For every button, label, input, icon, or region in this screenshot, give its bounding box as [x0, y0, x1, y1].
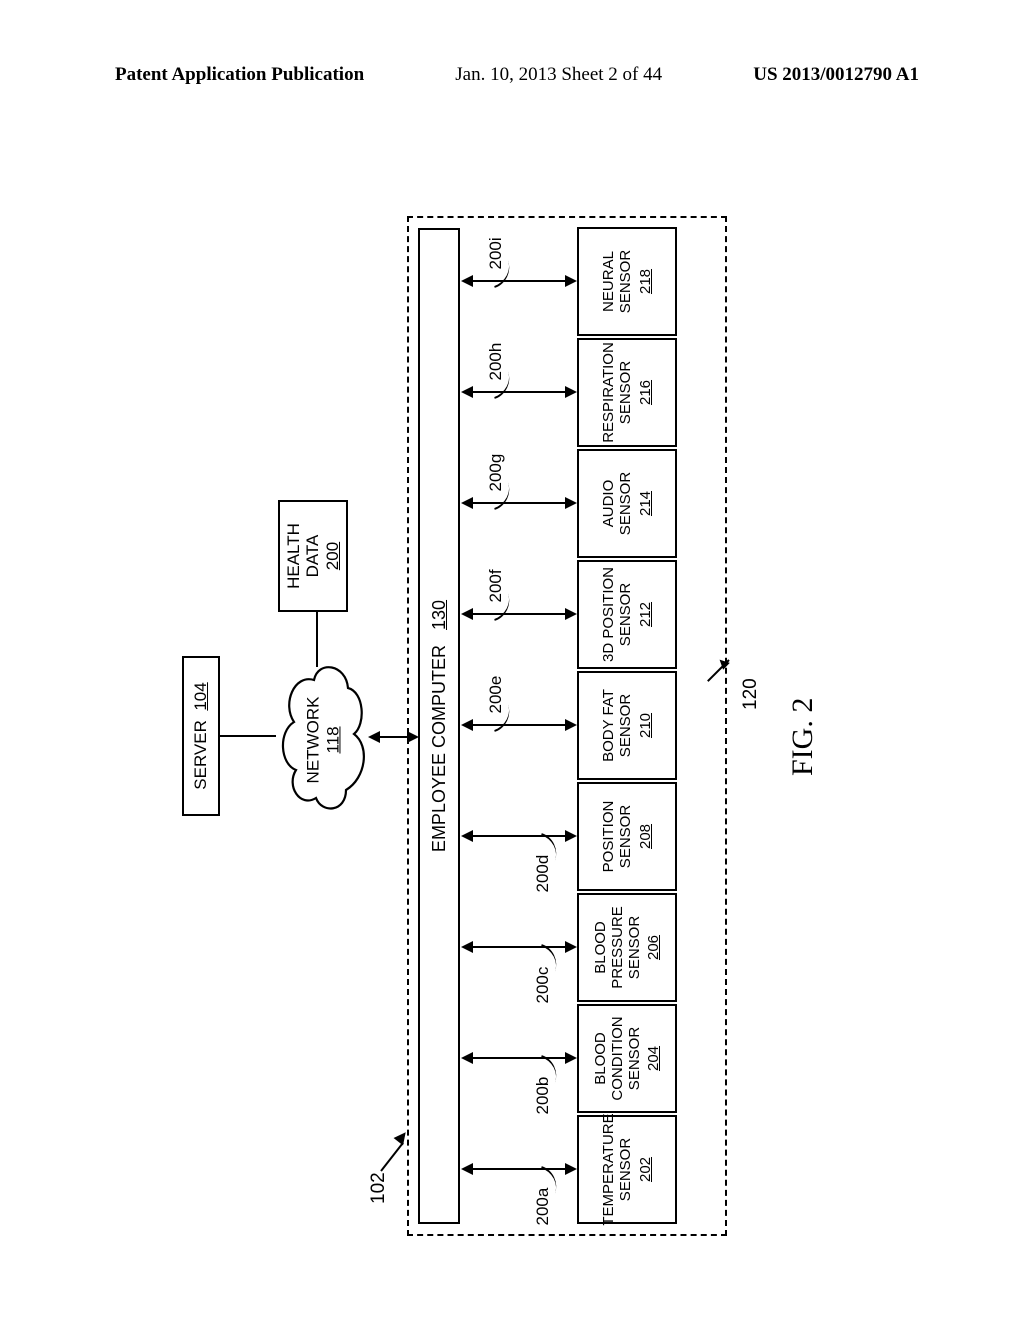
sensor-box-1: BLOODCONDITIONSENSOR204	[577, 1004, 677, 1113]
sensor-box-8: NEURALSENSOR218	[577, 227, 677, 336]
sensor-4-num: 210	[637, 713, 654, 738]
line-network-healthdata	[316, 611, 318, 667]
ref-120: 120	[740, 678, 762, 710]
leader-102	[380, 1142, 404, 1172]
sensor-8-line-0: NEURAL	[600, 251, 617, 312]
arrow-down-sensor-4	[565, 720, 577, 732]
sensor-3-line-1: SENSOR	[617, 805, 634, 868]
sensor-tag-tick-1	[537, 1059, 555, 1081]
arrow-down-sensor-0	[565, 1164, 577, 1176]
sensor-2-num: 206	[645, 935, 662, 960]
sensor-6-num: 214	[637, 491, 654, 516]
sensor-box-4: BODY FATSENSOR210	[577, 671, 677, 780]
sensor-0-num: 202	[637, 1157, 654, 1182]
health-data-l1: HEALTH	[284, 523, 304, 589]
sensor-4-line-1: SENSOR	[617, 694, 634, 757]
sensor-3-num: 208	[637, 824, 654, 849]
sensor-0-line-1: SENSOR	[617, 1138, 634, 1201]
arrow-down-sensor-6	[565, 498, 577, 510]
sensor-1-line-2: SENSOR	[626, 1027, 643, 1090]
sensor-4-line-0: BODY FAT	[600, 689, 617, 762]
arrow-down-sensor-7	[565, 387, 577, 399]
sensor-3-line-0: POSITION	[600, 801, 617, 873]
sensor-tag-tick-5	[490, 597, 508, 619]
line-server-network	[220, 735, 276, 737]
sensor-2-line-2: SENSOR	[626, 916, 643, 979]
health-data-box: HEALTH DATA 200	[278, 500, 348, 612]
page: Patent Application Publication Jan. 10, …	[0, 0, 1024, 1320]
sensor-5-line-1: SENSOR	[617, 583, 634, 646]
arrow-down-sensor-8	[565, 276, 577, 288]
sensor-1-num: 204	[645, 1046, 662, 1071]
sensor-8-num: 218	[637, 269, 654, 294]
sensor-0-line-0: TEMPERATURE	[600, 1113, 617, 1225]
server-label: SERVER	[191, 720, 210, 790]
sensor-7-num: 216	[637, 380, 654, 405]
sensor-7-line-0: RESPIRATION	[600, 342, 617, 443]
sensor-7-line-1: SENSOR	[617, 361, 634, 424]
sensor-box-5: 3D POSITIONSENSOR212	[577, 560, 677, 669]
sensor-5-num: 212	[637, 602, 654, 627]
header-right: US 2013/0012790 A1	[753, 64, 919, 86]
employee-computer-box: EMPLOYEE COMPUTER 130	[418, 228, 460, 1224]
figure-label: FIG. 2	[786, 698, 820, 776]
page-header: Patent Application Publication Jan. 10, …	[0, 64, 1024, 86]
server-box: SERVER 104	[182, 656, 220, 816]
line-net-emp	[377, 736, 410, 738]
arrow-down-sensor-2	[565, 942, 577, 954]
network-cloud: NETWORK 118	[276, 660, 370, 820]
ref-102: 102	[368, 1172, 390, 1204]
arrow-down-sensor-5	[565, 609, 577, 621]
sensor-2-line-1: PRESSURE	[609, 906, 626, 989]
line-sensor-6	[471, 502, 566, 504]
network-num: 118	[323, 697, 343, 784]
sensor-box-6: AUDIOSENSOR214	[577, 449, 677, 558]
health-data-num: 200	[323, 542, 343, 570]
arrow-down-sensor-1	[565, 1053, 577, 1065]
sensor-6-line-0: AUDIO	[600, 480, 617, 528]
sensor-5-line-0: 3D POSITION	[600, 567, 617, 662]
sensor-1-line-0: BLOOD	[592, 1032, 609, 1085]
line-sensor-5	[471, 613, 566, 615]
sensor-box-2: BLOODPRESSURESENSOR206	[577, 893, 677, 1002]
sensor-1-line-1: CONDITION	[609, 1016, 626, 1100]
network-label: NETWORK	[303, 697, 323, 784]
sensor-2-line-0: BLOOD	[592, 921, 609, 974]
line-sensor-7	[471, 391, 566, 393]
sensor-tag-tick-3	[537, 837, 555, 859]
network-label-group: NETWORK 118	[303, 697, 342, 784]
sensor-tag-tick-2	[537, 948, 555, 970]
sensor-box-7: RESPIRATIONSENSOR216	[577, 338, 677, 447]
figure-rotated-wrap: SERVER 104 NETWORK 118 HEALTH DATA	[182, 206, 842, 1246]
health-data-l2: DATA	[303, 535, 323, 578]
sensor-box-0: TEMPERATURESENSOR202	[577, 1115, 677, 1224]
arrow-down-sensor-3	[565, 831, 577, 843]
sensor-tag-tick-6	[490, 486, 508, 508]
employee-computer-num: 130	[429, 600, 449, 630]
sensor-box-3: POSITIONSENSOR208	[577, 782, 677, 891]
server-num: 104	[191, 682, 210, 710]
sensor-6-line-1: SENSOR	[617, 472, 634, 535]
sensor-tag-tick-8	[490, 264, 508, 286]
line-sensor-8	[471, 280, 566, 282]
header-center: Jan. 10, 2013 Sheet 2 of 44	[455, 64, 662, 86]
sensor-tag-tick-7	[490, 375, 508, 397]
sensor-8-line-1: SENSOR	[617, 250, 634, 313]
sensor-tag-tick-4	[490, 708, 508, 730]
header-left: Patent Application Publication	[115, 64, 364, 86]
line-sensor-4	[471, 724, 566, 726]
sensor-tag-tick-0	[537, 1170, 555, 1192]
figure-2-diagram: SERVER 104 NETWORK 118 HEALTH DATA	[182, 206, 842, 1246]
employee-computer-label: EMPLOYEE COMPUTER	[429, 645, 449, 852]
